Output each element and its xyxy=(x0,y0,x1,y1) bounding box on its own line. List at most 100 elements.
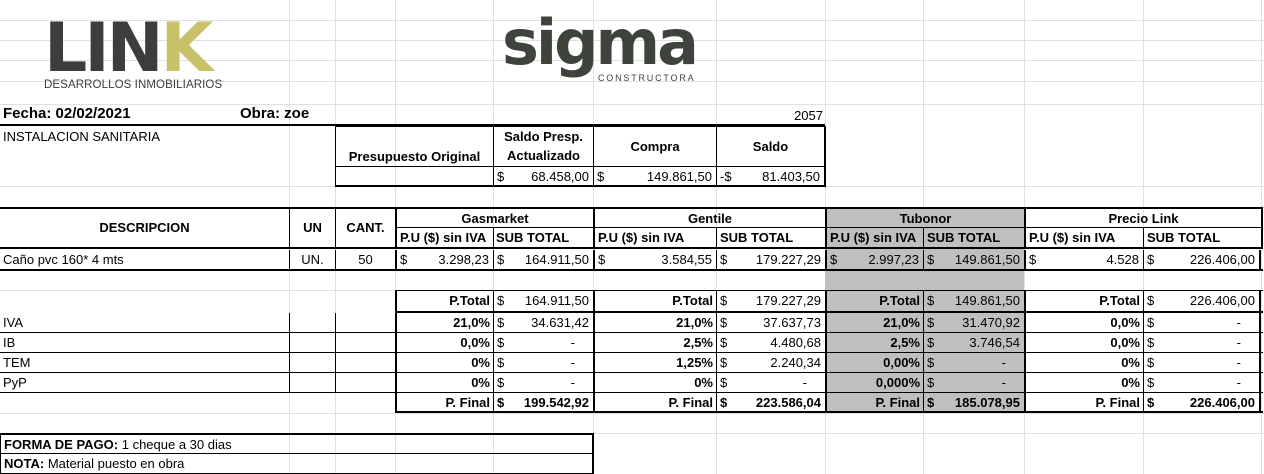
saldo-presp-value: $ 68.458,00 xyxy=(493,167,593,186)
ptotal-tubonor-value: $149.861,50 xyxy=(923,291,1024,311)
section-title: INSTALACION SANITARIA xyxy=(3,129,160,144)
tax-iva-link-currency: $ xyxy=(1147,315,1155,330)
tax-row-border xyxy=(0,332,1263,333)
tax-name-iva: IVA xyxy=(3,315,23,330)
item-row-bottom xyxy=(0,269,1263,271)
tax-iva-tubonor-currency: $ xyxy=(927,315,935,330)
sigma-logo: sigma CONSTRUCTORA xyxy=(502,12,699,84)
item-cant: 50 xyxy=(335,250,395,270)
tax-ib-link-number: - xyxy=(1236,335,1241,350)
tax-tem-link-value: $ - xyxy=(1143,353,1261,373)
tax-pyp-link-currency: $ xyxy=(1147,375,1155,390)
ptotal-top-border xyxy=(395,290,1263,291)
item-tubonor-sub: $149.861,50 xyxy=(923,250,1024,270)
tax-tem-gentile-pct: 1,25% xyxy=(676,355,713,370)
pfinal-tubonor-currency: $ xyxy=(927,395,935,410)
tax-tem-gentile-number: 2.240,34 xyxy=(770,355,821,370)
table-header-box xyxy=(0,207,1263,249)
ptotal-link-value: $226.406,00 xyxy=(1143,291,1261,311)
tax-tem-tubonor-currency: $ xyxy=(927,355,935,370)
pfinal-tubonor-label: P. Final xyxy=(875,395,920,410)
tax-ib-link-pct: 0,0% xyxy=(1110,335,1140,350)
ptotal-gentile-label: P.Total xyxy=(672,293,713,308)
gentile-subtotal-header: SUB TOTAL xyxy=(716,228,825,247)
item-gentile-sub: $179.227,29 xyxy=(716,250,825,270)
pfinal-tubonor-value: $185.078,95 xyxy=(923,393,1024,413)
ptotal-gasmarket-currency: $ xyxy=(497,293,505,308)
link-logo-text-main: LIN xyxy=(44,9,164,88)
tax-tem-gentile-currency: $ xyxy=(720,355,728,370)
link-subtotal-header: SUB TOTAL xyxy=(1143,228,1261,247)
provider-gasmarket: Gasmarket xyxy=(395,209,593,228)
tubonor-item-bg xyxy=(825,249,1024,270)
tax-pyp-gentile-value: $ - xyxy=(716,373,825,393)
tax-pyp-link-pct: 0% xyxy=(1121,375,1140,390)
col-un: UN xyxy=(289,209,335,247)
tax-iva-gasmarket-pct: 21,0% xyxy=(453,315,490,330)
tax-pyp-gasmarket-currency: $ xyxy=(497,375,505,390)
ptotal-tubonor-label: P.Total xyxy=(879,293,920,308)
tax-pyp-link-value: $ - xyxy=(1143,373,1261,393)
pfinal-gentile-number: 223.586,04 xyxy=(755,395,821,410)
provider-block-border xyxy=(593,291,595,413)
pfinal-link-value: $226.406,00 xyxy=(1143,393,1261,413)
tax-ib-gentile-pct: 2,5% xyxy=(683,335,713,350)
label-col-border xyxy=(289,313,290,393)
tubonor-subtotal-header: SUB TOTAL xyxy=(923,228,1024,247)
pfinal-link-currency: $ xyxy=(1147,395,1155,410)
ptotal-gasmarket-value: $164.911,50 xyxy=(493,291,593,311)
pfinal-tubonor-number: 185.078,95 xyxy=(954,395,1020,410)
link-logo-k-mask xyxy=(150,20,208,80)
tax-iva-tubonor-value: $31.470,92 xyxy=(923,313,1024,333)
tubonor-pu-header: P.U ($) sin IVA xyxy=(825,228,923,247)
item-link-pu: $4.528 xyxy=(1024,250,1143,270)
tax-pyp-gentile-currency: $ xyxy=(720,375,728,390)
tax-pyp-tubonor-number: - xyxy=(1001,375,1006,390)
gasmarket-subtotal-header: SUB TOTAL xyxy=(493,228,593,247)
compra-value: $ 149.861,50 xyxy=(593,167,716,186)
ptotal-tubonor-number: 149.861,50 xyxy=(954,293,1020,308)
item-gentile-pu: $3.584,55 xyxy=(593,250,716,270)
tax-ib-gentile-value: $4.480,68 xyxy=(716,333,825,353)
link-logo-text-k: K xyxy=(160,9,214,88)
tax-ib-link-value: $ - xyxy=(1143,333,1261,353)
item-tubonor-pu: $2.997,23 xyxy=(825,250,923,270)
tax-ib-gentile-currency: $ xyxy=(720,335,728,350)
tax-ib-gasmarket-currency: $ xyxy=(497,335,505,350)
tax-pyp-gasmarket-pct: 0% xyxy=(471,375,490,390)
gasmarket-pu-header: P.U ($) sin IVA xyxy=(395,228,493,247)
tax-tem-tubonor-value: $ - xyxy=(923,353,1024,373)
tax-pyp-link-number: - xyxy=(1236,375,1241,390)
pfinal-gasmarket-label: P. Final xyxy=(445,395,490,410)
saldo-value: -$ 81.403,50 xyxy=(716,167,824,186)
tax-iva-tubonor-number: 31.470,92 xyxy=(962,315,1020,330)
tax-iva-gentile-value: $37.637,73 xyxy=(716,313,825,333)
pfinal-gentile-value: $223.586,04 xyxy=(716,393,825,413)
obra-label: Obra: zoe xyxy=(240,105,310,122)
col-cant: CANT. xyxy=(335,209,395,247)
nota: NOTA: Material puesto en obra xyxy=(0,454,594,474)
item-link-sub: $226.406,00 xyxy=(1143,250,1261,270)
tax-tem-tubonor-number: - xyxy=(1001,355,1006,370)
pfinal-gasmarket-currency: $ xyxy=(497,395,505,410)
summary-box xyxy=(335,126,826,187)
ptotal-link-currency: $ xyxy=(1147,293,1155,308)
ptotal-gentile-currency: $ xyxy=(720,293,728,308)
tax-ib-gasmarket-pct: 0,0% xyxy=(460,335,490,350)
pfinal-gasmarket-value: $199.542,92 xyxy=(493,393,593,413)
pfinal-gasmarket-number: 199.542,92 xyxy=(523,395,589,410)
tax-pyp-gasmarket-number: - xyxy=(570,375,575,390)
ptotal-link-label: P.Total xyxy=(1099,293,1140,308)
provider-precio-link: Precio Link xyxy=(1024,209,1261,228)
item-descripcion: Caño pvc 160* 4 mts xyxy=(3,252,124,267)
tubonor-header-bg xyxy=(825,209,1024,247)
tubonor-totals-bg xyxy=(825,271,1024,413)
provider-block-border xyxy=(395,291,397,413)
pfinal-bottom-border xyxy=(395,411,1263,413)
tax-row-border xyxy=(0,372,1263,373)
ptotal-link-number: 226.406,00 xyxy=(1189,293,1255,308)
item-un: UN. xyxy=(289,250,335,270)
ptotal-gasmarket-number: 164.911,50 xyxy=(524,293,589,308)
tax-tem-gasmarket-pct: 0% xyxy=(471,355,490,370)
sigma-logo-subtitle: CONSTRUCTORA xyxy=(598,73,696,83)
